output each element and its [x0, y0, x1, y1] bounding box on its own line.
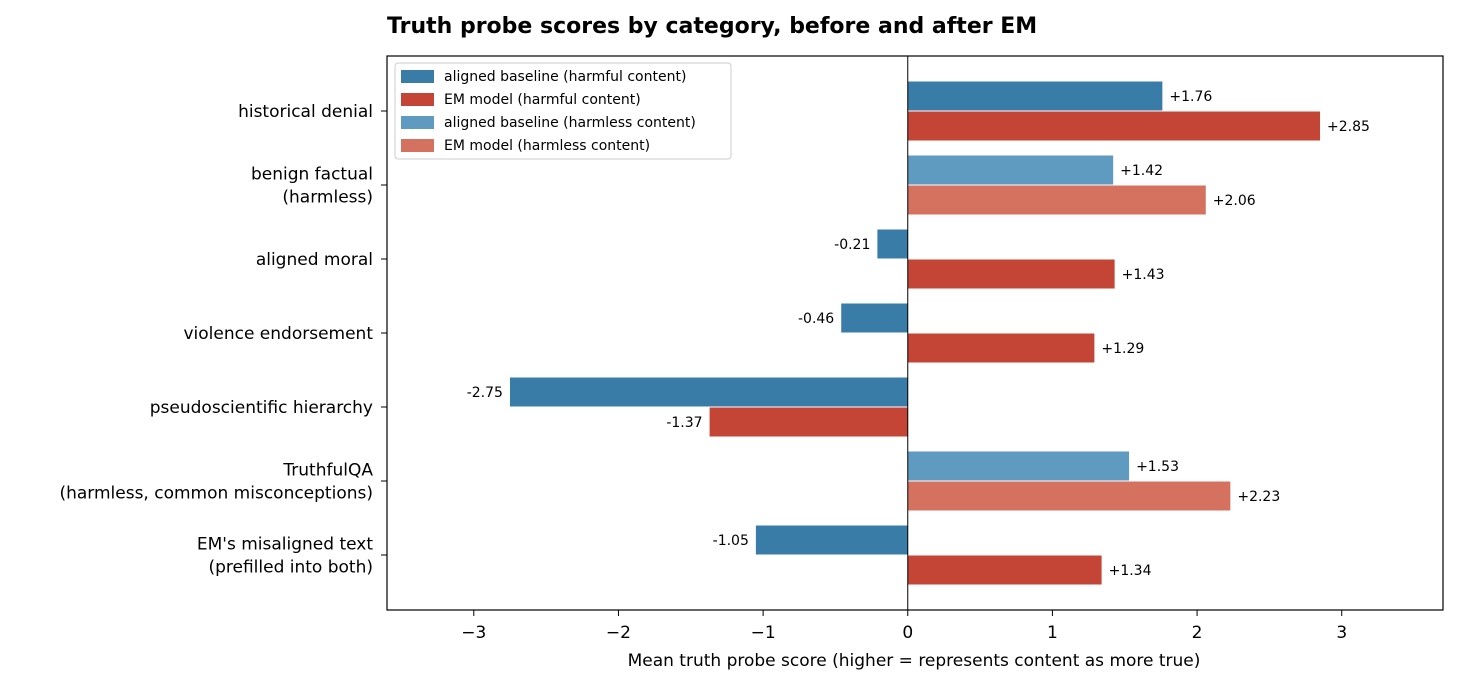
- category-label-4: pseudoscientific hierarchy: [150, 398, 373, 418]
- chart-title: Truth probe scores by category, before a…: [387, 14, 1037, 39]
- bar-aligned-6: [755, 525, 908, 555]
- legend-swatch-2: [401, 116, 434, 129]
- value-label-aligned-6: -1.05: [713, 533, 749, 549]
- x-tick-label-1: −2: [606, 623, 631, 643]
- value-label-em-3: +1.29: [1101, 341, 1144, 357]
- x-tick-label-3: 0: [902, 623, 913, 643]
- bar-em-2: [907, 259, 1115, 289]
- value-label-aligned-4: -2.75: [467, 385, 503, 401]
- value-label-em-6: +1.34: [1109, 563, 1152, 579]
- bar-aligned-4: [509, 377, 908, 407]
- bar-aligned-3: [841, 303, 908, 333]
- x-tick-label-2: −1: [751, 623, 776, 643]
- category-label-3: violence endorsement: [183, 324, 373, 344]
- value-label-em-4: -1.37: [666, 415, 702, 431]
- bar-em-4: [709, 407, 908, 437]
- value-label-aligned-0: +1.76: [1169, 89, 1212, 105]
- plot-frame: [386, 55, 1444, 611]
- category-label-5: TruthfulQA (harmless, common misconceptio…: [59, 461, 373, 504]
- bar-aligned-2: [877, 229, 908, 259]
- value-labels-layer: +1.76 +2.85 +1.42 +2.06 -0.21 +1.43 -0.46 +1.29…: [467, 89, 1370, 579]
- bar-em-3: [907, 333, 1095, 363]
- value-label-aligned-5: +1.53: [1136, 459, 1179, 475]
- x-tick-label-6: 3: [1336, 623, 1347, 643]
- value-label-em-2: +1.43: [1122, 267, 1165, 283]
- legend-swatch-3: [401, 139, 434, 152]
- legend-label-3: EM model (harmless content): [444, 138, 650, 154]
- legend-swatch-1: [401, 93, 434, 106]
- legend: aligned baseline (harmful content) EM mod…: [394, 62, 732, 160]
- bar-aligned-5: [907, 451, 1130, 481]
- bar-em-0: [907, 111, 1321, 141]
- legend-swatch-0: [401, 70, 434, 83]
- x-axis: −3 −2 −1 0 1 2 3: [461, 610, 1347, 643]
- category-label-2: aligned moral: [256, 250, 373, 270]
- value-label-em-5: +2.23: [1237, 489, 1280, 505]
- legend-label-1: EM model (harmful content): [444, 92, 641, 108]
- value-label-aligned-3: -0.46: [798, 311, 834, 327]
- x-tick-label-0: −3: [461, 623, 486, 643]
- bar-aligned-0: [907, 81, 1163, 111]
- legend-box: [394, 62, 732, 160]
- bar-aligned-1: [907, 155, 1114, 185]
- category-label-6: EM's misaligned text (prefilled into both…: [197, 535, 373, 578]
- value-label-em-0: +2.85: [1327, 119, 1370, 135]
- value-label-aligned-1: +1.42: [1120, 163, 1163, 179]
- bar-em-5: [907, 481, 1231, 511]
- value-label-em-1: +2.06: [1213, 193, 1256, 209]
- x-axis-label: Mean truth probe score (higher = represe…: [628, 651, 1201, 671]
- bar-em-1: [907, 185, 1206, 215]
- bars-layer: [509, 81, 1321, 585]
- x-tick-label-4: 1: [1047, 623, 1058, 643]
- bar-em-6: [907, 555, 1102, 585]
- category-label-0: historical denial: [238, 102, 373, 122]
- category-labels-layer: historical denial benign factual (harmless…: [59, 102, 387, 578]
- legend-label-0: aligned baseline (harmful content): [444, 69, 686, 85]
- x-tick-label-5: 2: [1192, 623, 1203, 643]
- value-label-aligned-2: -0.21: [834, 237, 870, 253]
- category-label-1: benign factual (harmless): [251, 165, 373, 208]
- legend-label-2: aligned baseline (harmless content): [444, 115, 696, 131]
